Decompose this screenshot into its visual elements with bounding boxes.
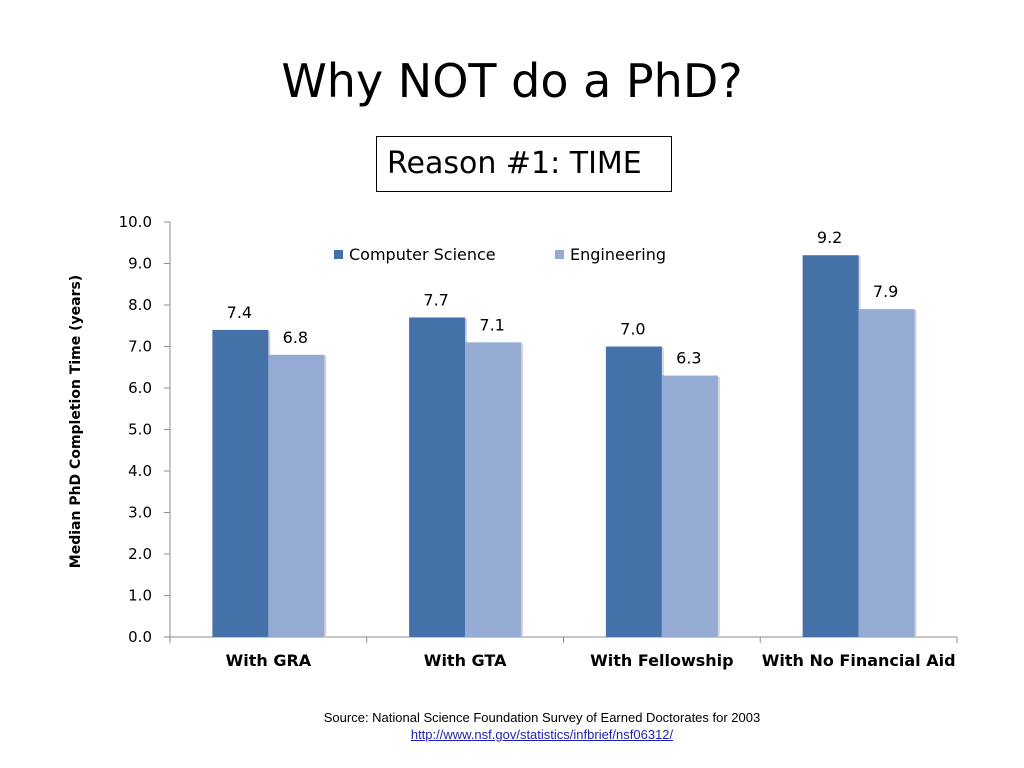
x-category-label: With GTA <box>424 651 507 670</box>
bar-value-label: 7.7 <box>423 290 448 309</box>
y-tick-label: 2.0 <box>128 545 152 563</box>
axes: 0.0 1.0 2.0 3.0 4.0 5.0 6.0 7.0 8.0 9.0 10.0 Median… <box>68 213 958 670</box>
legend-label: Computer Science <box>349 245 496 264</box>
bar <box>802 255 859 637</box>
y-tick-label: 1.0 <box>128 587 152 605</box>
y-tick-label: 8.0 <box>128 296 152 314</box>
data-labels: 7.4 6.8 7.7 7.1 7.0 6.3 9.2 7.9 <box>227 228 899 367</box>
subtitle-text: Reason #1: TIME <box>387 146 642 181</box>
bar <box>212 329 269 637</box>
bar-value-label: 7.9 <box>873 282 898 301</box>
y-tick-label: 7.0 <box>128 338 152 356</box>
bar-value-label: 9.2 <box>817 228 842 247</box>
subtitle-box: Reason #1: TIME <box>376 136 672 192</box>
bar <box>409 317 466 637</box>
source-text: Source: National Science Foundation Surv… <box>323 710 761 725</box>
y-tick-label: 0.0 <box>128 628 152 646</box>
bar-value-label: 7.4 <box>227 303 252 322</box>
bar-value-label: 7.1 <box>479 315 504 334</box>
legend-swatch <box>555 250 564 259</box>
bar-value-label: 6.3 <box>676 349 701 368</box>
legend-swatch <box>334 250 343 259</box>
y-tick-label: 5.0 <box>128 421 152 439</box>
y-tick-label: 4.0 <box>128 462 152 480</box>
y-tick-label: 6.0 <box>128 379 152 397</box>
bar-chart: 0.0 1.0 2.0 3.0 4.0 5.0 6.0 7.0 8.0 9.0 10.0 Median… <box>68 213 958 670</box>
bar <box>661 375 718 637</box>
source-note: Source: National Science Foundation Surv… <box>140 709 944 743</box>
slide-title: Why NOT do a PhD? <box>281 54 743 108</box>
y-axis-title: Median PhD Completion Time (years) <box>68 275 84 568</box>
y-tick-label: 9.0 <box>128 255 152 273</box>
x-category-label: With GRA <box>226 651 312 670</box>
bar <box>605 346 662 637</box>
bar-value-label: 6.8 <box>283 328 308 347</box>
bar <box>268 354 325 637</box>
bar-value-label: 7.0 <box>620 320 645 339</box>
legend-label: Engineering <box>570 245 666 264</box>
source-link[interactable]: http://www.nsf.gov/statistics/infbrief/n… <box>410 727 674 742</box>
x-category-label: With Fellowship <box>590 651 733 670</box>
y-tick-label: 3.0 <box>128 504 152 522</box>
bar <box>465 342 522 637</box>
bars <box>212 255 917 637</box>
bar <box>858 309 915 637</box>
legend: Computer Science Engineering <box>334 245 666 264</box>
x-category-label: With No Financial Aid <box>762 651 956 670</box>
y-tick-label: 10.0 <box>119 213 152 231</box>
